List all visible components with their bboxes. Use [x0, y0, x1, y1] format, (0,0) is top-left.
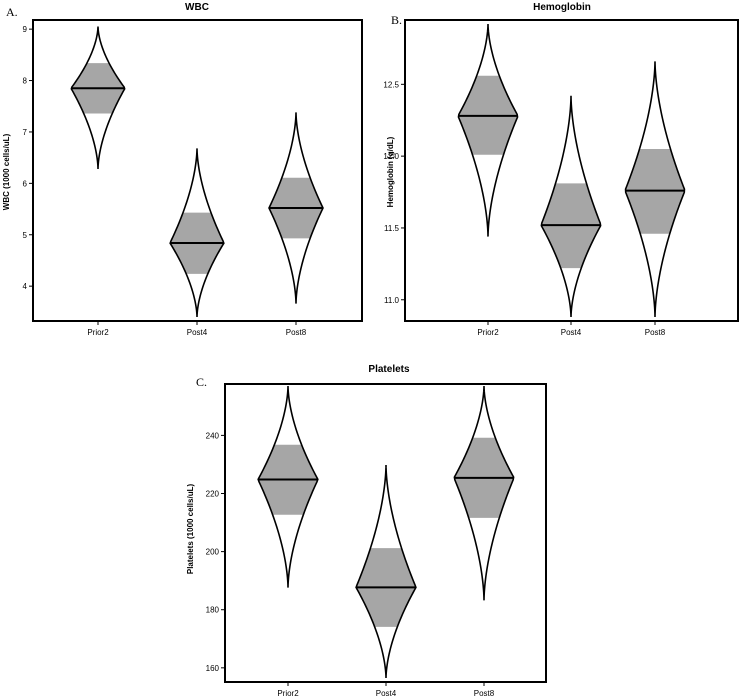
- x-tick-label-platelets-0: Prior2: [277, 689, 299, 698]
- x-ticks-wbc: Prior2 Post4 Post8: [87, 321, 307, 337]
- panel-label-b: B.: [391, 13, 402, 27]
- violin-platelets-post8: [453, 385, 515, 601]
- violin-wbc-post4: [169, 148, 225, 318]
- y-tick-label-hemoglobin-1: 11.5: [384, 224, 400, 233]
- y-tick-label-wbc-2: 6: [23, 179, 28, 188]
- violin-wbc-post8: [268, 112, 324, 304]
- y-tick-label-platelets-1: 180: [206, 606, 220, 615]
- y-tick-label-hemoglobin-2: 12.0: [383, 152, 399, 161]
- y-axis-label-wbc: WBC (1000 cells/uL): [2, 133, 11, 210]
- y-tick-label-wbc-0: 4: [23, 282, 28, 291]
- y-ticks-wbc: 4 5 6 7 8 9: [23, 25, 33, 291]
- y-axis-label-platelets: Platelets (1000 cells/uL): [186, 484, 195, 575]
- x-tick-label-hemoglobin-0: Prior2: [477, 328, 499, 337]
- plot-frame-hemoglobin: [404, 19, 739, 322]
- y-tick-label-platelets-4: 240: [206, 431, 220, 440]
- y-tick-label-hemoglobin-3: 12.5: [383, 80, 399, 89]
- y-tick-label-wbc-4: 8: [23, 77, 28, 86]
- x-tick-label-platelets-2: Post8: [474, 689, 495, 698]
- x-tick-label-hemoglobin-1: Post4: [561, 328, 582, 337]
- y-axis-label-hemoglobin: Hemoglobin (g/dL): [386, 136, 395, 207]
- y-ticks-platelets: 160 180 200 220 240: [206, 431, 225, 673]
- y-tick-label-platelets-2: 200: [206, 548, 220, 557]
- y-tick-label-wbc-3: 7: [23, 128, 28, 137]
- chart-title-platelets: Platelets: [368, 364, 410, 375]
- violin-wbc-prior2: [70, 26, 126, 169]
- violins-hemoglobin: [457, 23, 686, 318]
- y-tick-label-platelets-0: 160: [206, 664, 220, 673]
- panel-label-c: C.: [196, 375, 207, 389]
- plot-frame-platelets: [224, 383, 547, 683]
- violin-platelets-prior2: [257, 385, 319, 588]
- plot-frame-wbc: [32, 19, 363, 322]
- y-ticks-hemoglobin: 11.0 11.5 12.0 12.5: [383, 80, 405, 305]
- violin-hemoglobin-prior2: [457, 23, 519, 237]
- x-tick-label-wbc-0: Prior2: [87, 328, 109, 337]
- violin-hemoglobin-post8: [624, 61, 686, 318]
- y-tick-label-wbc-1: 5: [23, 231, 28, 240]
- x-tick-label-hemoglobin-2: Post8: [645, 328, 666, 337]
- x-ticks-platelets: Prior2 Post4 Post8: [277, 682, 495, 698]
- panel-label-a: A.: [6, 5, 18, 19]
- y-tick-label-platelets-3: 220: [206, 490, 220, 499]
- chart-title-wbc: WBC: [185, 2, 209, 13]
- y-tick-label-hemoglobin-0: 11.0: [384, 296, 400, 305]
- x-ticks-hemoglobin: Prior2 Post4 Post8: [477, 321, 666, 337]
- panel-platelets: C. Platelets Platelets (1000 cells/uL) 1…: [186, 364, 547, 698]
- x-tick-label-wbc-1: Post4: [187, 328, 208, 337]
- panel-wbc: A. WBC WBC (1000 cells/uL) 4 5 6 7 8 9 Prior2…: [2, 2, 363, 337]
- x-tick-label-wbc-2: Post8: [286, 328, 307, 337]
- violins-platelets: [257, 385, 515, 679]
- x-tick-label-platelets-1: Post4: [376, 689, 397, 698]
- chart-title-hemoglobin: Hemoglobin: [533, 2, 591, 13]
- panel-hemoglobin: B. Hemoglobin Hemoglobin (g/dL) 11.0 11.5…: [383, 2, 739, 337]
- violin-hemoglobin-post4: [540, 95, 602, 318]
- violin-platelets-post4: [355, 465, 417, 679]
- y-tick-label-wbc-5: 9: [23, 25, 28, 34]
- violins-wbc: [70, 26, 324, 318]
